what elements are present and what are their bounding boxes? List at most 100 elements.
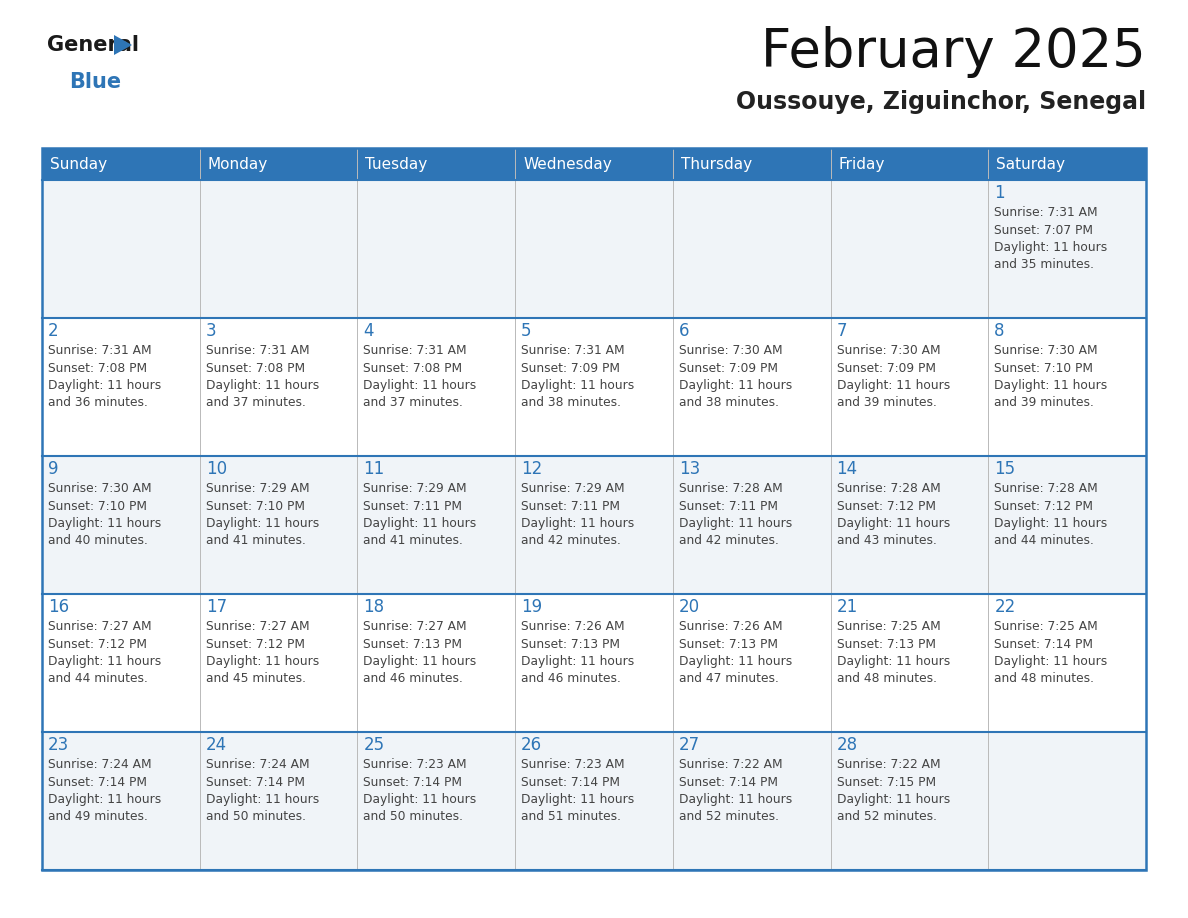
Bar bbox=[42, 456, 200, 594]
Bar bbox=[42, 732, 200, 870]
Bar bbox=[830, 594, 988, 732]
Text: Sunrise: 7:29 AM
Sunset: 7:11 PM
Daylight: 11 hours
and 41 minutes.: Sunrise: 7:29 AM Sunset: 7:11 PM Dayligh… bbox=[364, 482, 476, 547]
Text: 18: 18 bbox=[364, 598, 385, 616]
Text: Sunrise: 7:28 AM
Sunset: 7:11 PM
Daylight: 11 hours
and 42 minutes.: Sunrise: 7:28 AM Sunset: 7:11 PM Dayligh… bbox=[678, 482, 792, 547]
Text: 21: 21 bbox=[836, 598, 858, 616]
Text: Sunrise: 7:29 AM
Sunset: 7:11 PM
Daylight: 11 hours
and 42 minutes.: Sunrise: 7:29 AM Sunset: 7:11 PM Dayligh… bbox=[522, 482, 634, 547]
Text: 19: 19 bbox=[522, 598, 542, 616]
Text: Sunrise: 7:31 AM
Sunset: 7:08 PM
Daylight: 11 hours
and 37 minutes.: Sunrise: 7:31 AM Sunset: 7:08 PM Dayligh… bbox=[206, 344, 318, 409]
Bar bbox=[42, 148, 200, 180]
Bar bbox=[200, 148, 358, 180]
Polygon shape bbox=[114, 35, 132, 55]
Text: Friday: Friday bbox=[839, 156, 885, 172]
Text: 28: 28 bbox=[836, 736, 858, 754]
Text: 1: 1 bbox=[994, 184, 1005, 202]
Bar bbox=[516, 594, 672, 732]
Text: 17: 17 bbox=[206, 598, 227, 616]
Text: Thursday: Thursday bbox=[681, 156, 752, 172]
Bar bbox=[42, 594, 200, 732]
Bar bbox=[358, 732, 516, 870]
Text: Sunrise: 7:31 AM
Sunset: 7:08 PM
Daylight: 11 hours
and 36 minutes.: Sunrise: 7:31 AM Sunset: 7:08 PM Dayligh… bbox=[48, 344, 162, 409]
Bar bbox=[516, 318, 672, 456]
Bar bbox=[672, 732, 830, 870]
Text: 26: 26 bbox=[522, 736, 542, 754]
Text: Wednesday: Wednesday bbox=[523, 156, 612, 172]
Bar bbox=[988, 180, 1146, 318]
Bar bbox=[830, 732, 988, 870]
Text: 22: 22 bbox=[994, 598, 1016, 616]
Text: 9: 9 bbox=[48, 460, 58, 478]
Bar bbox=[200, 732, 358, 870]
Text: Sunrise: 7:22 AM
Sunset: 7:14 PM
Daylight: 11 hours
and 52 minutes.: Sunrise: 7:22 AM Sunset: 7:14 PM Dayligh… bbox=[678, 758, 792, 823]
Bar bbox=[42, 180, 200, 318]
Text: Sunrise: 7:30 AM
Sunset: 7:10 PM
Daylight: 11 hours
and 39 minutes.: Sunrise: 7:30 AM Sunset: 7:10 PM Dayligh… bbox=[994, 344, 1107, 409]
Text: Sunrise: 7:28 AM
Sunset: 7:12 PM
Daylight: 11 hours
and 43 minutes.: Sunrise: 7:28 AM Sunset: 7:12 PM Dayligh… bbox=[836, 482, 950, 547]
Text: 16: 16 bbox=[48, 598, 69, 616]
Text: Sunrise: 7:27 AM
Sunset: 7:12 PM
Daylight: 11 hours
and 44 minutes.: Sunrise: 7:27 AM Sunset: 7:12 PM Dayligh… bbox=[48, 620, 162, 686]
Text: Sunrise: 7:31 AM
Sunset: 7:08 PM
Daylight: 11 hours
and 37 minutes.: Sunrise: 7:31 AM Sunset: 7:08 PM Dayligh… bbox=[364, 344, 476, 409]
Text: Sunrise: 7:27 AM
Sunset: 7:13 PM
Daylight: 11 hours
and 46 minutes.: Sunrise: 7:27 AM Sunset: 7:13 PM Dayligh… bbox=[364, 620, 476, 686]
Bar bbox=[672, 594, 830, 732]
Bar bbox=[42, 148, 1146, 870]
Text: Sunrise: 7:31 AM
Sunset: 7:07 PM
Daylight: 11 hours
and 35 minutes.: Sunrise: 7:31 AM Sunset: 7:07 PM Dayligh… bbox=[994, 206, 1107, 272]
Bar bbox=[516, 456, 672, 594]
Text: Oussouye, Ziguinchor, Senegal: Oussouye, Ziguinchor, Senegal bbox=[735, 90, 1146, 114]
Bar bbox=[830, 318, 988, 456]
Text: Sunrise: 7:25 AM
Sunset: 7:13 PM
Daylight: 11 hours
and 48 minutes.: Sunrise: 7:25 AM Sunset: 7:13 PM Dayligh… bbox=[836, 620, 950, 686]
Bar bbox=[672, 456, 830, 594]
Text: Sunrise: 7:28 AM
Sunset: 7:12 PM
Daylight: 11 hours
and 44 minutes.: Sunrise: 7:28 AM Sunset: 7:12 PM Dayligh… bbox=[994, 482, 1107, 547]
Bar bbox=[516, 148, 672, 180]
Text: Sunrise: 7:24 AM
Sunset: 7:14 PM
Daylight: 11 hours
and 49 minutes.: Sunrise: 7:24 AM Sunset: 7:14 PM Dayligh… bbox=[48, 758, 162, 823]
Text: Sunrise: 7:29 AM
Sunset: 7:10 PM
Daylight: 11 hours
and 41 minutes.: Sunrise: 7:29 AM Sunset: 7:10 PM Dayligh… bbox=[206, 482, 318, 547]
Bar bbox=[358, 456, 516, 594]
Bar bbox=[830, 148, 988, 180]
Text: 5: 5 bbox=[522, 322, 532, 340]
Text: 24: 24 bbox=[206, 736, 227, 754]
Text: 27: 27 bbox=[678, 736, 700, 754]
Bar bbox=[988, 148, 1146, 180]
Bar bbox=[672, 318, 830, 456]
Text: Sunrise: 7:24 AM
Sunset: 7:14 PM
Daylight: 11 hours
and 50 minutes.: Sunrise: 7:24 AM Sunset: 7:14 PM Dayligh… bbox=[206, 758, 318, 823]
Text: Sunrise: 7:30 AM
Sunset: 7:09 PM
Daylight: 11 hours
and 38 minutes.: Sunrise: 7:30 AM Sunset: 7:09 PM Dayligh… bbox=[678, 344, 792, 409]
Bar bbox=[830, 180, 988, 318]
Text: 11: 11 bbox=[364, 460, 385, 478]
Text: 20: 20 bbox=[678, 598, 700, 616]
Text: Sunrise: 7:27 AM
Sunset: 7:12 PM
Daylight: 11 hours
and 45 minutes.: Sunrise: 7:27 AM Sunset: 7:12 PM Dayligh… bbox=[206, 620, 318, 686]
Text: Sunrise: 7:30 AM
Sunset: 7:09 PM
Daylight: 11 hours
and 39 minutes.: Sunrise: 7:30 AM Sunset: 7:09 PM Dayligh… bbox=[836, 344, 950, 409]
Bar bbox=[516, 180, 672, 318]
Bar bbox=[516, 732, 672, 870]
Text: Sunrise: 7:31 AM
Sunset: 7:09 PM
Daylight: 11 hours
and 38 minutes.: Sunrise: 7:31 AM Sunset: 7:09 PM Dayligh… bbox=[522, 344, 634, 409]
Bar bbox=[988, 732, 1146, 870]
Text: 14: 14 bbox=[836, 460, 858, 478]
Bar bbox=[988, 456, 1146, 594]
Text: Sunrise: 7:26 AM
Sunset: 7:13 PM
Daylight: 11 hours
and 47 minutes.: Sunrise: 7:26 AM Sunset: 7:13 PM Dayligh… bbox=[678, 620, 792, 686]
Text: Tuesday: Tuesday bbox=[366, 156, 428, 172]
Text: 6: 6 bbox=[678, 322, 689, 340]
Bar bbox=[42, 318, 200, 456]
Text: February 2025: February 2025 bbox=[762, 26, 1146, 78]
Text: 12: 12 bbox=[522, 460, 543, 478]
Text: Blue: Blue bbox=[69, 72, 121, 92]
Text: Sunrise: 7:23 AM
Sunset: 7:14 PM
Daylight: 11 hours
and 50 minutes.: Sunrise: 7:23 AM Sunset: 7:14 PM Dayligh… bbox=[364, 758, 476, 823]
Text: Sunday: Sunday bbox=[50, 156, 107, 172]
Bar bbox=[200, 594, 358, 732]
Text: Sunrise: 7:23 AM
Sunset: 7:14 PM
Daylight: 11 hours
and 51 minutes.: Sunrise: 7:23 AM Sunset: 7:14 PM Dayligh… bbox=[522, 758, 634, 823]
Text: 15: 15 bbox=[994, 460, 1016, 478]
Text: 13: 13 bbox=[678, 460, 700, 478]
Text: Sunrise: 7:26 AM
Sunset: 7:13 PM
Daylight: 11 hours
and 46 minutes.: Sunrise: 7:26 AM Sunset: 7:13 PM Dayligh… bbox=[522, 620, 634, 686]
Bar bbox=[358, 594, 516, 732]
Text: Saturday: Saturday bbox=[997, 156, 1066, 172]
Text: Sunrise: 7:30 AM
Sunset: 7:10 PM
Daylight: 11 hours
and 40 minutes.: Sunrise: 7:30 AM Sunset: 7:10 PM Dayligh… bbox=[48, 482, 162, 547]
Text: 3: 3 bbox=[206, 322, 216, 340]
Text: 8: 8 bbox=[994, 322, 1005, 340]
Text: 7: 7 bbox=[836, 322, 847, 340]
Bar bbox=[672, 148, 830, 180]
Text: 23: 23 bbox=[48, 736, 69, 754]
Bar bbox=[672, 180, 830, 318]
Bar bbox=[200, 456, 358, 594]
Text: 25: 25 bbox=[364, 736, 385, 754]
Text: 2: 2 bbox=[48, 322, 58, 340]
Text: 4: 4 bbox=[364, 322, 374, 340]
Bar bbox=[200, 180, 358, 318]
Bar bbox=[358, 318, 516, 456]
